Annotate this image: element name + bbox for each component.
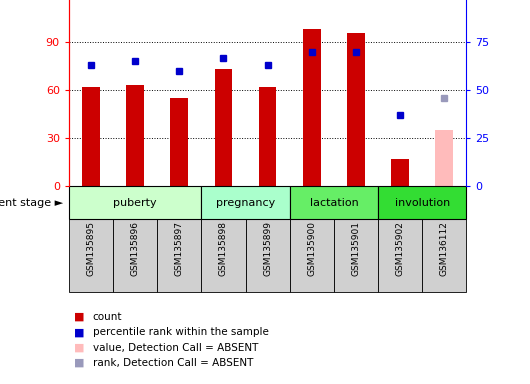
Text: GSM135899: GSM135899 <box>263 221 272 276</box>
Text: ■: ■ <box>74 327 85 337</box>
Bar <box>334 219 378 292</box>
Text: rank, Detection Call = ABSENT: rank, Detection Call = ABSENT <box>93 358 253 368</box>
Text: ■: ■ <box>74 343 85 353</box>
Bar <box>69 219 113 292</box>
Text: ■: ■ <box>74 358 85 368</box>
Text: ■: ■ <box>74 312 85 322</box>
Text: GSM135900: GSM135900 <box>307 221 316 276</box>
Text: puberty: puberty <box>113 197 157 208</box>
Text: count: count <box>93 312 122 322</box>
Bar <box>215 70 232 186</box>
Bar <box>290 219 334 292</box>
Bar <box>113 219 157 292</box>
Text: lactation: lactation <box>310 197 358 208</box>
Bar <box>303 30 321 186</box>
Text: GSM135896: GSM135896 <box>131 221 139 276</box>
Bar <box>378 219 422 292</box>
Text: GSM135901: GSM135901 <box>351 221 360 276</box>
Bar <box>347 33 365 186</box>
Bar <box>245 219 290 292</box>
Text: value, Detection Call = ABSENT: value, Detection Call = ABSENT <box>93 343 258 353</box>
Bar <box>436 130 453 186</box>
Bar <box>391 159 409 186</box>
Text: GSM135895: GSM135895 <box>86 221 95 276</box>
Bar <box>126 86 144 186</box>
Text: percentile rank within the sample: percentile rank within the sample <box>93 327 269 337</box>
Text: GSM135902: GSM135902 <box>396 221 404 276</box>
Bar <box>422 219 466 292</box>
Text: development stage ►: development stage ► <box>0 197 64 208</box>
Bar <box>171 98 188 186</box>
Text: pregnancy: pregnancy <box>216 197 275 208</box>
Text: GSM136112: GSM136112 <box>440 221 449 276</box>
Bar <box>69 186 201 219</box>
Text: GSM135897: GSM135897 <box>175 221 184 276</box>
Text: involution: involution <box>395 197 450 208</box>
Bar <box>201 219 245 292</box>
Bar <box>82 87 100 186</box>
Bar <box>157 219 201 292</box>
Bar <box>259 87 277 186</box>
Bar <box>290 186 378 219</box>
Text: GSM135898: GSM135898 <box>219 221 228 276</box>
Bar <box>201 186 290 219</box>
Bar <box>378 186 466 219</box>
